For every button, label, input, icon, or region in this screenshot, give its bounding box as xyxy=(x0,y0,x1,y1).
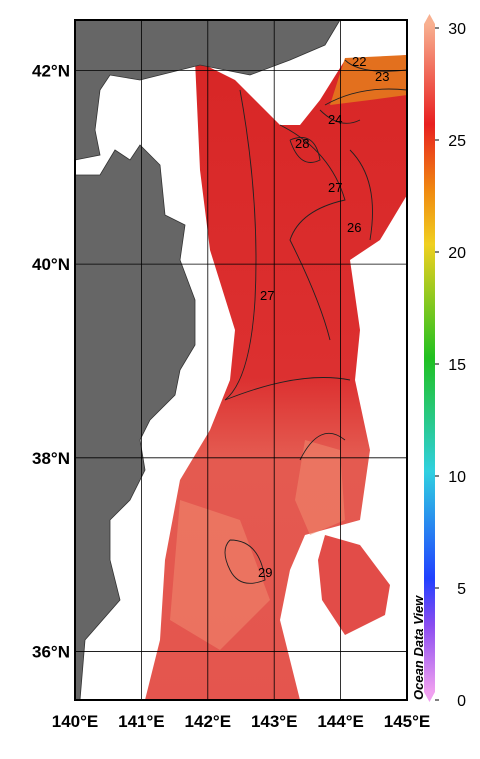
grid xyxy=(75,20,407,700)
contour-label: 27 xyxy=(328,180,342,195)
colorbar-tick-label: 0 xyxy=(457,693,466,710)
map-area xyxy=(75,20,407,700)
contours xyxy=(224,59,407,584)
colorbar-tick-label: 20 xyxy=(448,245,466,262)
colorbar-cap xyxy=(424,692,435,702)
contour-label: 24 xyxy=(328,112,342,127)
warm-patch xyxy=(330,55,407,105)
x-tick-label: 144°E xyxy=(317,712,364,731)
x-tick-label: 142°E xyxy=(185,712,232,731)
watermark: Ocean Data View xyxy=(411,595,426,700)
colorbar-tick-label: 15 xyxy=(448,357,466,374)
colorbar-tick-label: 10 xyxy=(448,469,466,486)
x-tick-label: 145°E xyxy=(384,712,431,731)
contour-labels: 22 23 24 28 27 26 27 29 xyxy=(258,54,389,580)
map-frame xyxy=(74,19,408,701)
colorbar-cap xyxy=(424,14,435,24)
contour-label: 26 xyxy=(347,220,361,235)
axes: 140°E 141°E 142°E 143°E 144°E 145°E 36°N 38°N 40… xyxy=(32,21,466,731)
contour-label: 27 xyxy=(260,288,274,303)
y-tick-label: 40°N xyxy=(32,255,70,274)
contour-label: 29 xyxy=(258,565,272,580)
warm-core xyxy=(170,440,345,650)
y-tick-label: 38°N xyxy=(32,449,70,468)
colorbar-tick-label: 30 xyxy=(448,21,466,38)
contour-label: 23 xyxy=(375,69,389,84)
x-tick-label: 140°E xyxy=(52,712,99,731)
contour-label: 22 xyxy=(352,54,366,69)
y-tick-label: 42°N xyxy=(32,61,70,80)
colorbar xyxy=(424,24,435,692)
colorbar-tick-label: 25 xyxy=(448,133,466,150)
sst-field-east xyxy=(318,535,390,635)
y-tick-label: 36°N xyxy=(32,643,70,662)
x-tick-label: 141°E xyxy=(118,712,165,731)
x-tick-label: 143°E xyxy=(251,712,298,731)
colorbar-tick-label: 5 xyxy=(457,581,466,598)
contour-label: 28 xyxy=(295,136,309,151)
